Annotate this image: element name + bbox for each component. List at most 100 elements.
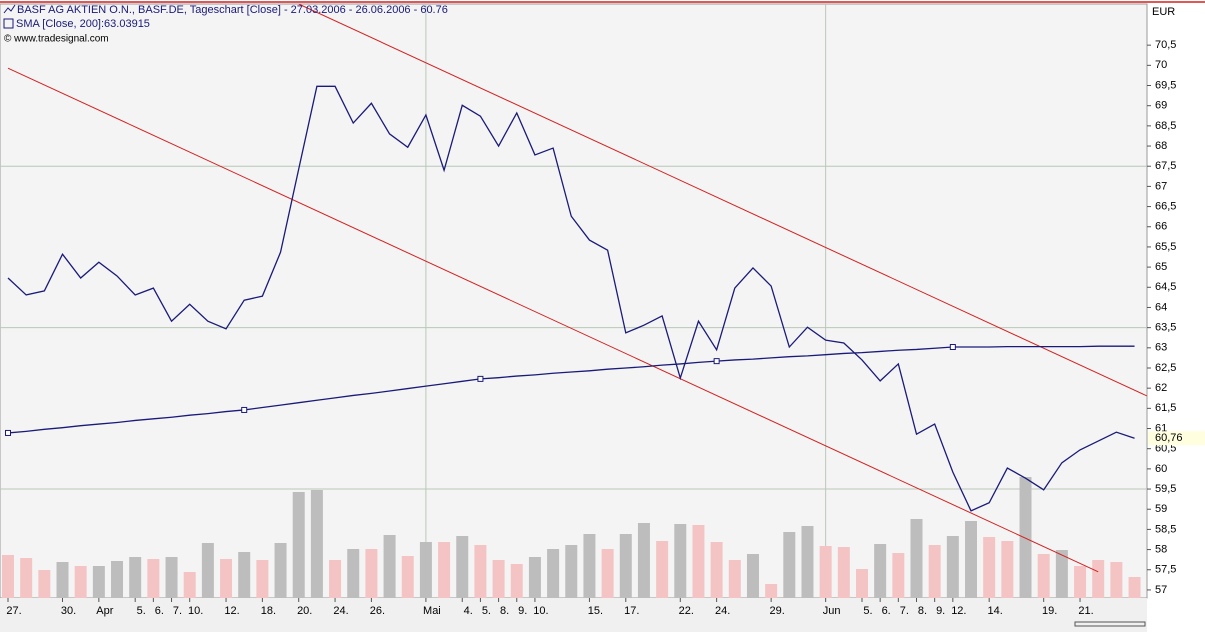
volume-bar: [20, 558, 33, 598]
volume-bar: [2, 555, 14, 598]
volume-bar: [746, 554, 759, 598]
x-tick-label: 8.: [500, 605, 509, 617]
scrollbar[interactable]: [1074, 621, 1146, 627]
volume-bar: [38, 570, 51, 598]
y-tick-label: 58,5: [1155, 523, 1176, 535]
volume-bar: [1001, 541, 1014, 598]
volume-bar: [1128, 577, 1141, 598]
volume-bar: [801, 526, 814, 598]
volume-bar: [310, 490, 323, 598]
volume-bar: [1092, 560, 1105, 598]
x-tick-label: 9.: [518, 605, 527, 617]
series-marker: [949, 344, 956, 351]
y-tick-label: 69,5: [1155, 79, 1176, 91]
x-tick-label: 10.: [533, 605, 548, 617]
volume-bar: [474, 545, 487, 598]
volume-bar: [74, 566, 87, 598]
volume-bar: [783, 532, 796, 598]
grid: [0, 4, 1147, 598]
y-tick-label: 58: [1155, 543, 1167, 555]
x-tick-label: 19.: [1042, 605, 1057, 617]
volume-bar: [637, 523, 650, 598]
volume-bar: [274, 543, 287, 598]
volume-bar: [419, 542, 432, 598]
volume-bar: [710, 542, 723, 598]
x-tick-label: 12.: [224, 605, 239, 617]
legend-price: BASF AG AKTIEN O.N., BASF.DE, Tageschart…: [17, 4, 448, 16]
volume-bar: [510, 564, 523, 598]
volume-bar: [383, 535, 396, 598]
trendline: [298, 4, 1147, 397]
volume-bar: [547, 549, 560, 598]
volume-bar: [165, 557, 178, 598]
y-tick-label: 70,5: [1155, 39, 1176, 51]
volume-bar: [965, 521, 978, 598]
volume-bar: [201, 543, 214, 598]
volume-bar: [692, 525, 705, 598]
x-tick-label: 21.: [1078, 605, 1093, 617]
y-tick-label: 61,5: [1155, 402, 1176, 414]
y-tick-label: 63,5: [1155, 322, 1176, 334]
unit-label: EUR: [1152, 6, 1175, 18]
legend-icon: [3, 4, 16, 14]
y-tick-label: 70: [1155, 59, 1167, 71]
volume-bar: [656, 541, 669, 598]
volume-bar: [855, 569, 868, 598]
plot-area: [0, 3, 1148, 599]
volume-bar: [129, 557, 142, 598]
volume-bar: [728, 560, 741, 598]
volume-bar: [1110, 562, 1123, 598]
volume-bar: [528, 557, 541, 598]
y-tick-label: 64: [1155, 301, 1167, 313]
volume-bar: [1037, 554, 1050, 598]
x-axis-area: [0, 598, 1147, 632]
legend-icon: [3, 18, 14, 29]
x-tick-label: 5.: [863, 605, 872, 617]
y-tick-label: 63: [1155, 342, 1167, 354]
trendline: [7, 67, 1099, 573]
volume-bar: [456, 536, 469, 598]
x-tick-label: 24.: [715, 605, 730, 617]
volume-bar: [438, 542, 451, 598]
series-line: [7, 345, 1135, 434]
series-marker: [477, 375, 484, 382]
x-tick-label: 14.: [988, 605, 1003, 617]
volume-bar: [837, 547, 850, 598]
y-tick-label: 67: [1155, 180, 1167, 192]
y-tick-label: 62,5: [1155, 362, 1176, 374]
series-marker: [5, 429, 11, 436]
x-tick-label: 4.: [464, 605, 473, 617]
x-tick-label: Mai: [423, 605, 441, 617]
legend-sma: SMA [Close, 200]:63.03915: [16, 18, 150, 30]
volume-bar: [601, 549, 614, 598]
x-tick-label: 17.: [624, 605, 639, 617]
volume-bar: [946, 536, 959, 598]
y-tick-label: 68: [1155, 140, 1167, 152]
volume-bar: [1019, 477, 1032, 598]
volume-bar: [183, 572, 196, 598]
x-tick-label: 7.: [173, 605, 182, 617]
volume-bar: [983, 537, 996, 598]
x-tick-label: 10.: [188, 605, 203, 617]
y-tick-label: 68,5: [1155, 120, 1176, 132]
x-tick-label: 6.: [155, 605, 164, 617]
y-tick-label: 60,5: [1155, 443, 1176, 455]
y-tick-label: 65: [1155, 261, 1167, 273]
y-tick-label: 66: [1155, 221, 1167, 233]
last-value-box: [1148, 431, 1205, 446]
x-tick-label: 24.: [333, 605, 348, 617]
volume-bar: [256, 560, 269, 598]
x-tick-label: Apr: [96, 605, 113, 617]
volume-bar: [874, 544, 887, 598]
volume-bar: [401, 556, 414, 598]
x-tick-label: 8.: [918, 605, 927, 617]
x-tick-label: 27.: [6, 605, 21, 617]
y-tick-label: 57,5: [1155, 564, 1176, 576]
labels: BASF AG AKTIEN O.N., BASF.DE, Tageschart…: [3, 4, 1205, 617]
y-tick-label: 66,5: [1155, 200, 1176, 212]
volume-bar: [819, 546, 832, 598]
volume-bar: [329, 560, 342, 598]
x-tick-label: 5.: [137, 605, 146, 617]
volume-bar: [347, 549, 360, 598]
